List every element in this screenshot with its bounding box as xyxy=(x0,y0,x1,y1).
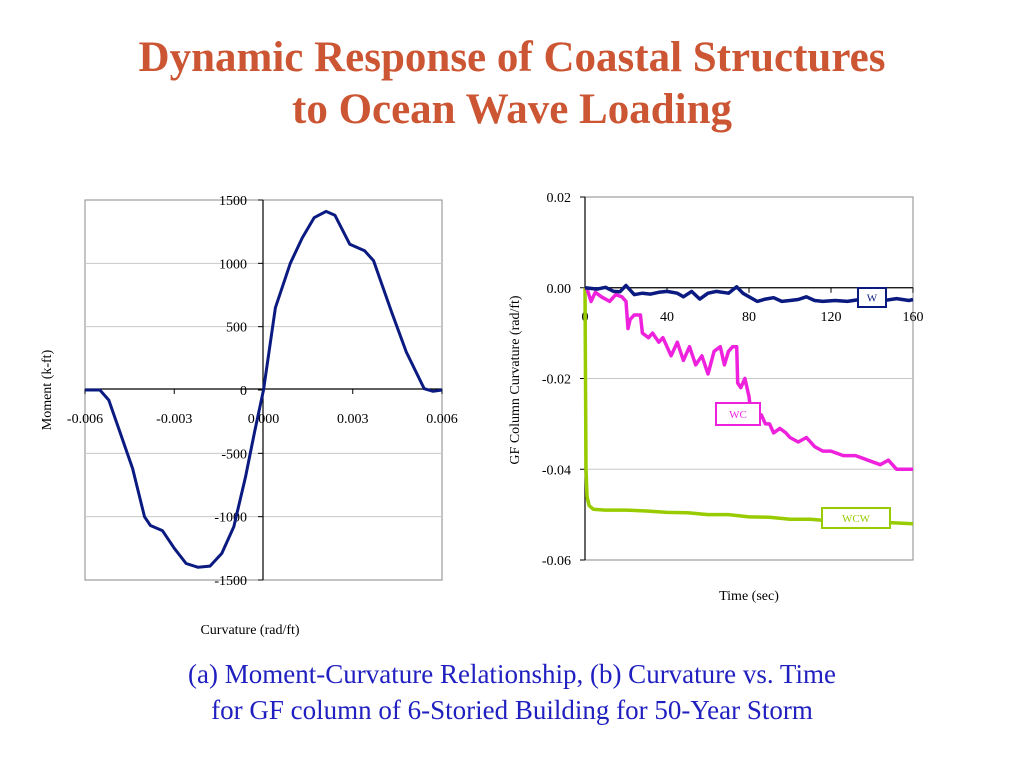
legend-label-w: W xyxy=(867,293,878,305)
x-axis-label: Time (sec) xyxy=(719,589,779,604)
moment-curvature-line xyxy=(85,209,443,569)
x-tick-label: 120 xyxy=(821,310,842,325)
y-axis-label: GF Column Curvature (rad/ft) xyxy=(508,295,523,464)
series-line-w xyxy=(584,283,914,304)
y-tick-label: 1500 xyxy=(219,194,247,209)
y-tick-label: -1500 xyxy=(214,574,247,589)
legend-label-wcw: WCW xyxy=(842,513,871,525)
legend-box-wc xyxy=(715,402,761,426)
y-tick-label: 0.00 xyxy=(547,282,572,297)
series-line-wc xyxy=(584,286,913,472)
caption-line-1: (a) Moment-Curvature Relationship, (b) C… xyxy=(188,659,836,689)
y-axis-label: Moment (k-ft) xyxy=(40,349,55,430)
title-line-2: to Ocean Wave Loading xyxy=(292,86,732,133)
x-tick-label: 0.006 xyxy=(426,412,458,427)
y-tick-label: 1000 xyxy=(219,257,247,272)
y-tick-label: -0.04 xyxy=(542,463,571,478)
legend-box-wcw xyxy=(821,507,891,529)
y-tick-label: -500 xyxy=(221,447,247,462)
y-tick-label: -1000 xyxy=(214,511,247,526)
x-axis-label: Curvature (rad/ft) xyxy=(200,623,299,638)
y-tick-label: 0 xyxy=(240,384,247,399)
y-tick-label: -0.02 xyxy=(542,373,571,388)
legend-label-wc: WC xyxy=(729,409,747,421)
y-tick-label: 0.02 xyxy=(547,191,572,206)
caption-line-2: for GF column of 6-Storied Building for … xyxy=(211,695,813,725)
legend-box-w xyxy=(857,287,887,308)
x-tick-label: 40 xyxy=(660,310,674,325)
x-tick-label: -0.006 xyxy=(67,412,103,427)
x-tick-label: -0.003 xyxy=(156,412,192,427)
y-tick-label: 500 xyxy=(226,321,247,336)
x-tick-label: 80 xyxy=(742,310,756,325)
x-tick-label: 0.003 xyxy=(337,412,369,427)
slide-caption: (a) Moment-Curvature Relationship, (b) C… xyxy=(0,656,1024,728)
slide-title: Dynamic Response of Coastal Structures t… xyxy=(0,32,1024,136)
title-line-1: Dynamic Response of Coastal Structures xyxy=(138,34,886,81)
x-tick-label: 160 xyxy=(903,310,924,325)
y-tick-label: -0.06 xyxy=(542,554,571,569)
